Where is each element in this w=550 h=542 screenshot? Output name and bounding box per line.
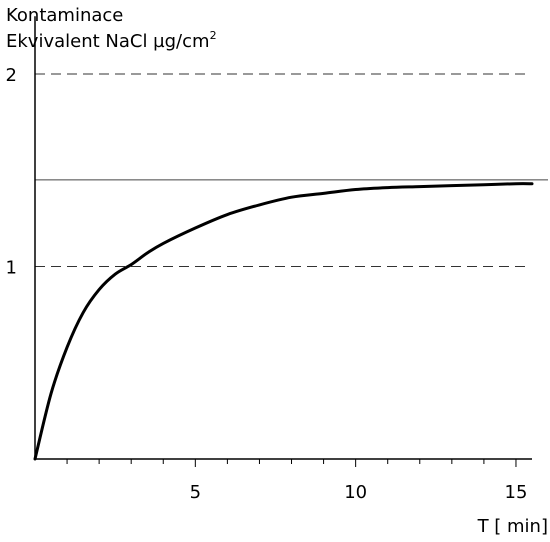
reference-lines bbox=[35, 73, 548, 267]
y-tick-label: 1 bbox=[6, 258, 17, 279]
axes bbox=[34, 16, 532, 460]
chart-title-superscript: 2 bbox=[210, 29, 217, 42]
series-group bbox=[33, 182, 534, 461]
ticks: 5 10 15 1 2 bbox=[6, 65, 528, 503]
chart-title-units: Ekvivalent NaCl µg/cm bbox=[6, 31, 210, 52]
x-tick-label: 5 bbox=[190, 482, 201, 503]
x-axis-label: T [ min] bbox=[477, 516, 548, 537]
chart-title-line1: Kontaminace bbox=[6, 5, 123, 26]
series-line-0 bbox=[33, 182, 534, 461]
y-tick-label: 2 bbox=[6, 65, 17, 86]
chart-title-line2: Ekvivalent NaCl µg/cm2 bbox=[6, 29, 217, 52]
x-tick-label: 15 bbox=[505, 482, 528, 503]
x-tick-label: 10 bbox=[344, 482, 367, 503]
